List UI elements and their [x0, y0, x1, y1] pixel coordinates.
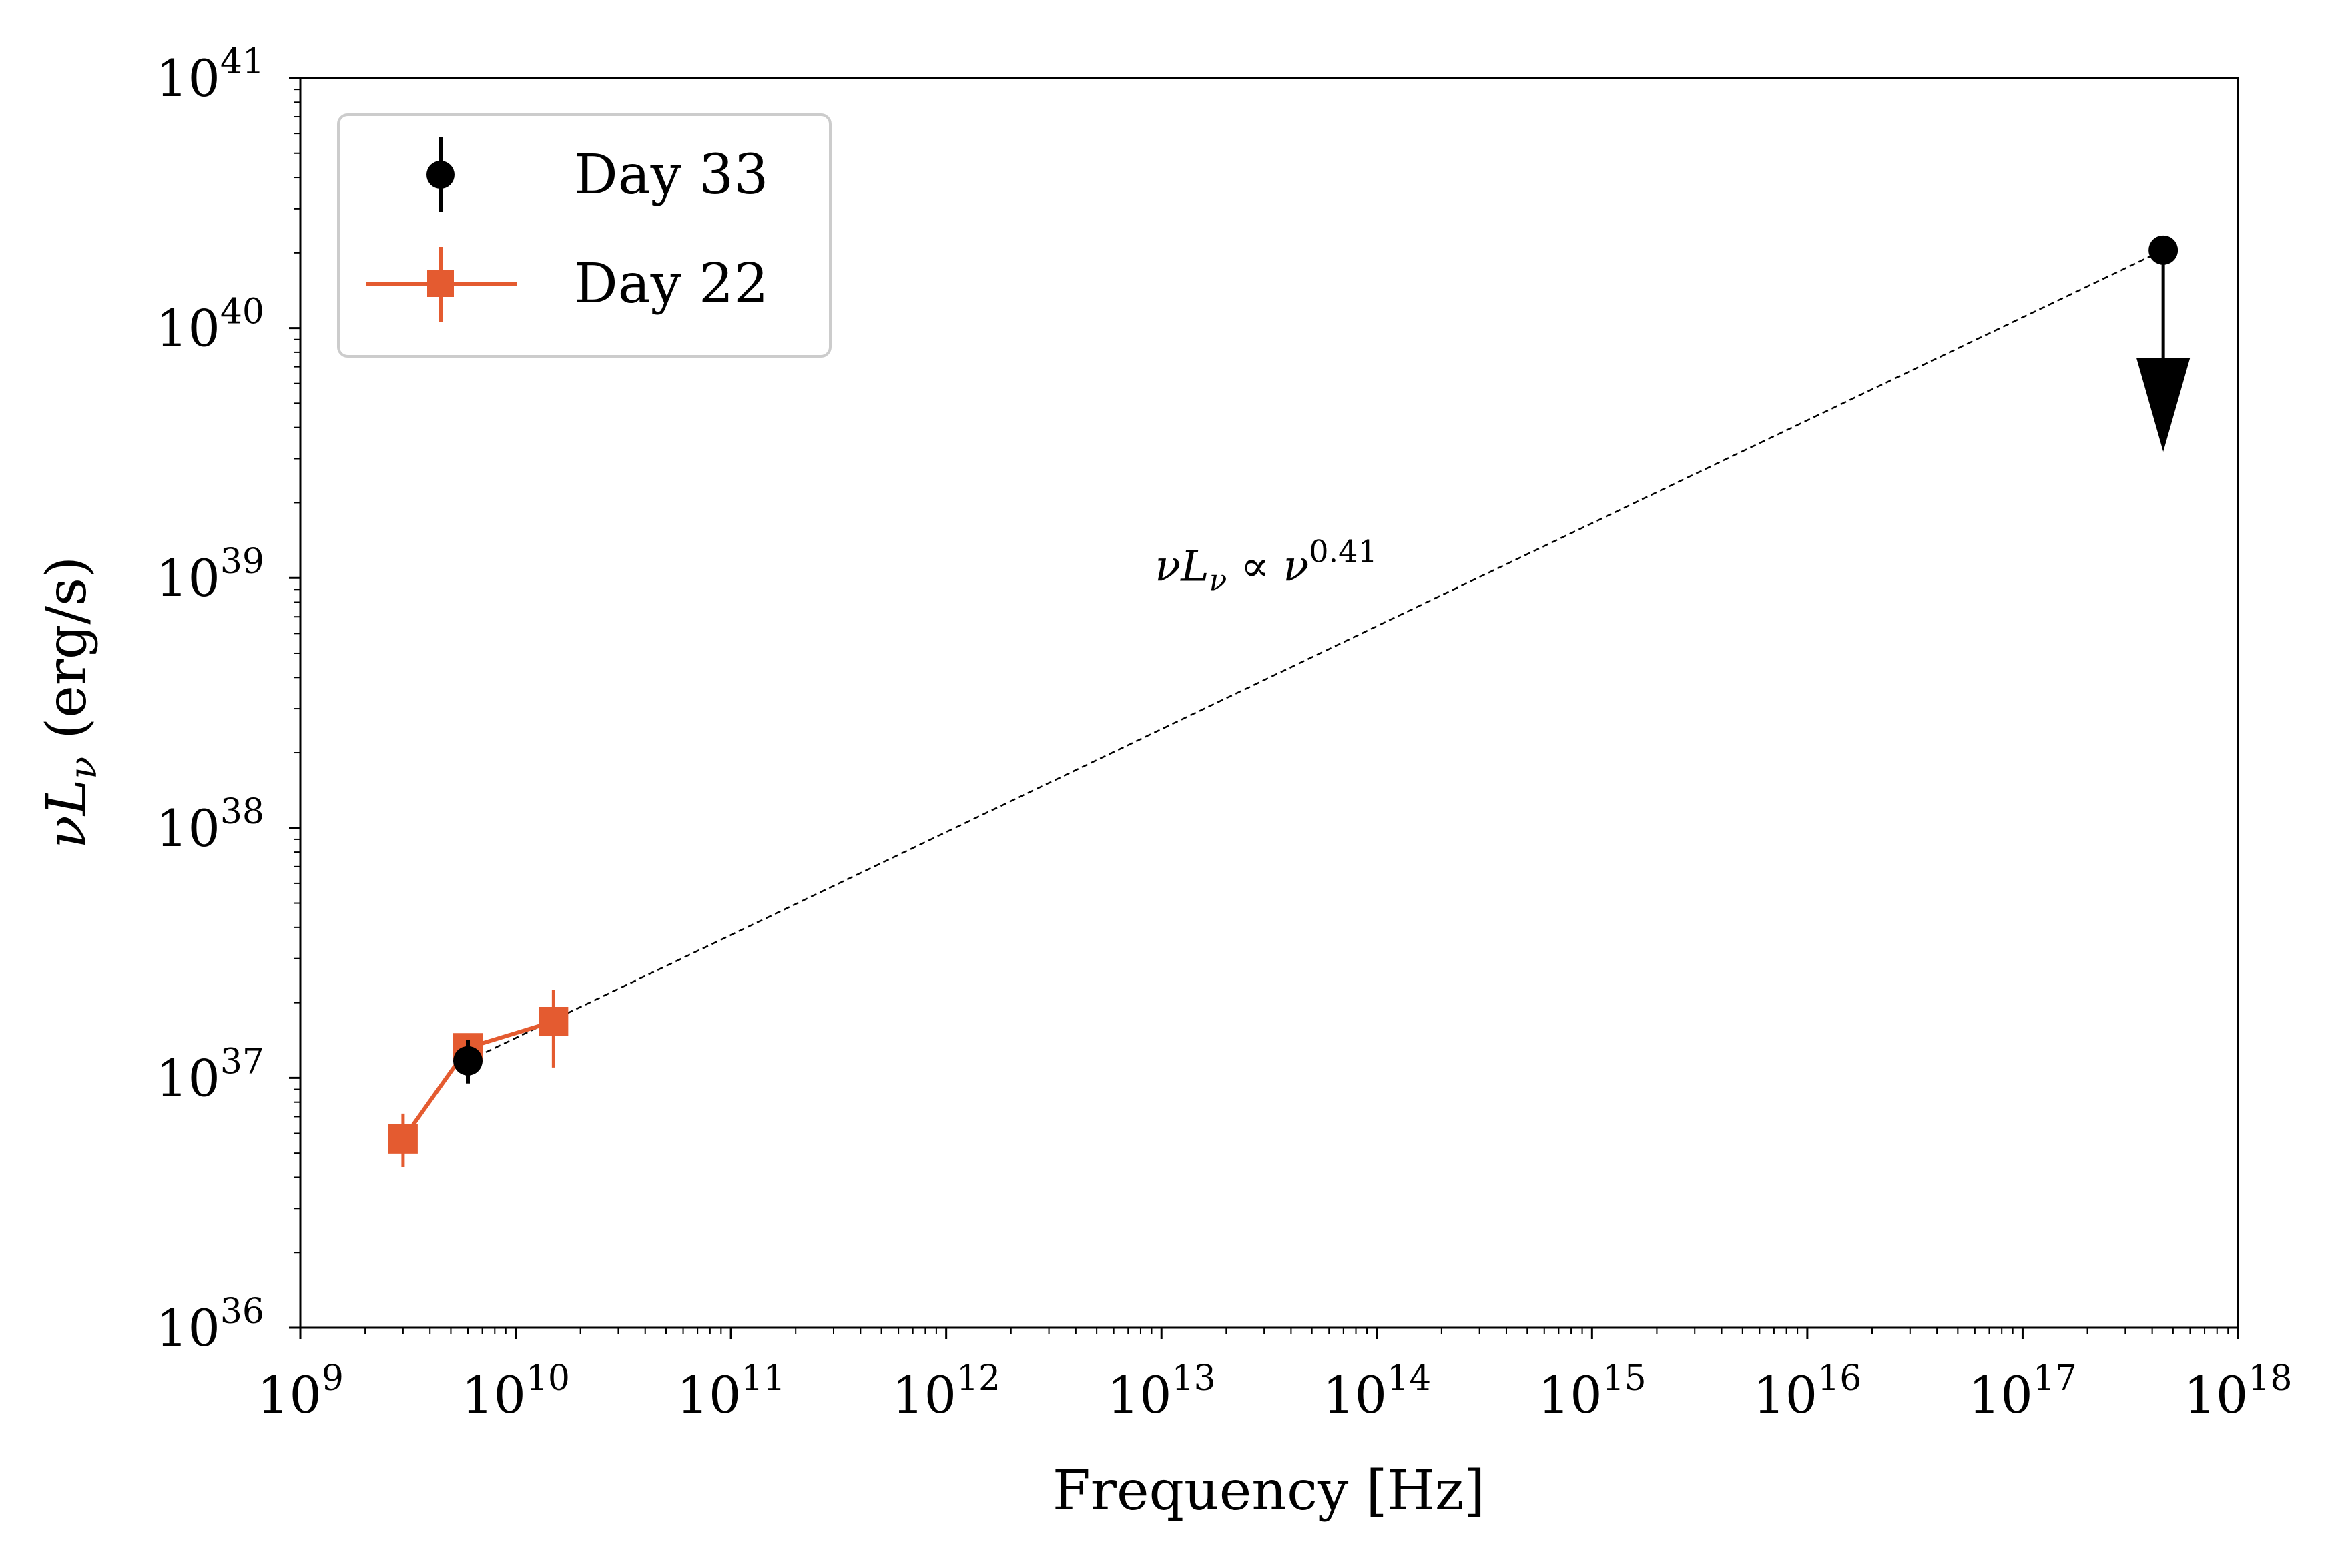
x-tick-label: 1014 [1322, 1358, 1431, 1425]
x-tick-label-exp: 10 [526, 1358, 570, 1399]
tick-labels: 109 1010 1011 1012 1013 1014 1015 1016 1017 10181… [156, 42, 2292, 1425]
y-tick-label-exp: 37 [220, 1042, 264, 1082]
legend-entry-day22: Day 22 [366, 247, 768, 322]
y-tick-label-exp: 36 [220, 1292, 264, 1332]
fit-line [467, 249, 2164, 1062]
x-tick-label: 1016 [1753, 1358, 1861, 1425]
day33-point [2148, 235, 2178, 265]
y-tick-label-base: 10 [156, 1298, 220, 1358]
x-tick-label: 1011 [677, 1358, 786, 1425]
x-tick-label-exp: 18 [2248, 1358, 2292, 1399]
x-tick-label-exp: 11 [741, 1358, 785, 1399]
plot-content [388, 235, 2191, 1167]
x-tick-label: 1015 [1538, 1358, 1647, 1425]
x-tick-label: 1018 [2184, 1358, 2293, 1425]
y-tick-label: 1040 [156, 292, 264, 358]
y-tick-label: 1038 [156, 792, 264, 858]
y-tick-label-base: 10 [156, 1048, 220, 1108]
fit-annotation-power: 0.41 [1309, 533, 1377, 569]
legend-day33-label: Day 33 [574, 143, 768, 207]
legend-box [337, 113, 832, 358]
y-tick-label: 1041 [156, 42, 264, 108]
legend-day22-marker [427, 270, 454, 297]
x-tick-label: 109 [257, 1358, 344, 1425]
x-tick-label-base: 10 [257, 1365, 322, 1425]
plot-frame [299, 77, 2239, 1329]
x-tick-label-base: 10 [1107, 1365, 1172, 1425]
y-axis-label: νLν (erg/s) [35, 556, 105, 849]
major-ticks [289, 77, 2239, 1339]
day22-point [539, 1006, 569, 1036]
y-tick-label-base: 10 [156, 49, 220, 108]
x-tick-label-exp: 12 [956, 1358, 1000, 1399]
x-tick-label-base: 10 [1538, 1365, 1602, 1425]
legend-day22-label: Day 22 [574, 252, 768, 316]
y-tick-label-exp: 41 [220, 42, 264, 82]
y-tick-label: 1036 [156, 1292, 264, 1358]
y-axis-label-unit: (erg/s) [35, 556, 99, 739]
legend-entry-day33: Day 33 [426, 137, 768, 212]
x-tick-label-base: 10 [892, 1365, 956, 1425]
y-tick-label-base: 10 [156, 299, 220, 358]
x-axis-label: Frequency [Hz] [1053, 1459, 1485, 1523]
y-tick-label-exp: 38 [220, 792, 264, 832]
x-tick-label-base: 10 [1753, 1365, 1817, 1425]
x-tick-label-exp: 16 [1817, 1358, 1861, 1399]
day33-point [453, 1046, 483, 1076]
day22-point [388, 1124, 418, 1154]
fit-annotation-sub: ν [1209, 563, 1227, 597]
y-tick-label-base: 10 [156, 799, 220, 858]
legend-day33-marker [426, 161, 455, 189]
fit-annotation: νLν ∝ ν0.41 [1155, 533, 1377, 597]
x-tick-label-exp: 17 [2033, 1358, 2077, 1399]
fit-annotation-prefix: νL [1155, 542, 1209, 591]
fit-annotation-rel: ∝ ν [1227, 542, 1309, 591]
x-tick-label-base: 10 [677, 1365, 742, 1425]
x-tick-label-exp: 13 [1171, 1358, 1215, 1399]
y-axis-label-symbol: νL [35, 779, 99, 849]
x-tick-label-base: 10 [1968, 1365, 2033, 1425]
x-tick-label-exp: 14 [1387, 1358, 1431, 1399]
x-tick-label: 1017 [1968, 1358, 2077, 1425]
y-tick-label: 1039 [156, 542, 264, 608]
y-tick-label-exp: 39 [220, 542, 264, 582]
y-axis-label-subscript: ν [62, 757, 105, 779]
x-tick-label-base: 10 [461, 1365, 526, 1425]
x-tick-label-exp: 15 [1602, 1358, 1647, 1399]
legend: Day 33 Day 22 [337, 113, 832, 358]
x-tick-label: 1012 [892, 1358, 1000, 1425]
upper-limit-arrow-head [2136, 358, 2191, 452]
x-tick-label: 1010 [461, 1358, 570, 1425]
x-tick-label-base: 10 [1322, 1365, 1387, 1425]
x-tick-label: 1013 [1107, 1358, 1216, 1425]
y-tick-label-base: 10 [156, 548, 220, 608]
y-tick-label: 1037 [156, 1042, 264, 1108]
y-tick-label-exp: 40 [220, 292, 264, 332]
x-tick-label-exp: 9 [322, 1358, 344, 1399]
x-tick-label-base: 10 [2184, 1365, 2249, 1425]
